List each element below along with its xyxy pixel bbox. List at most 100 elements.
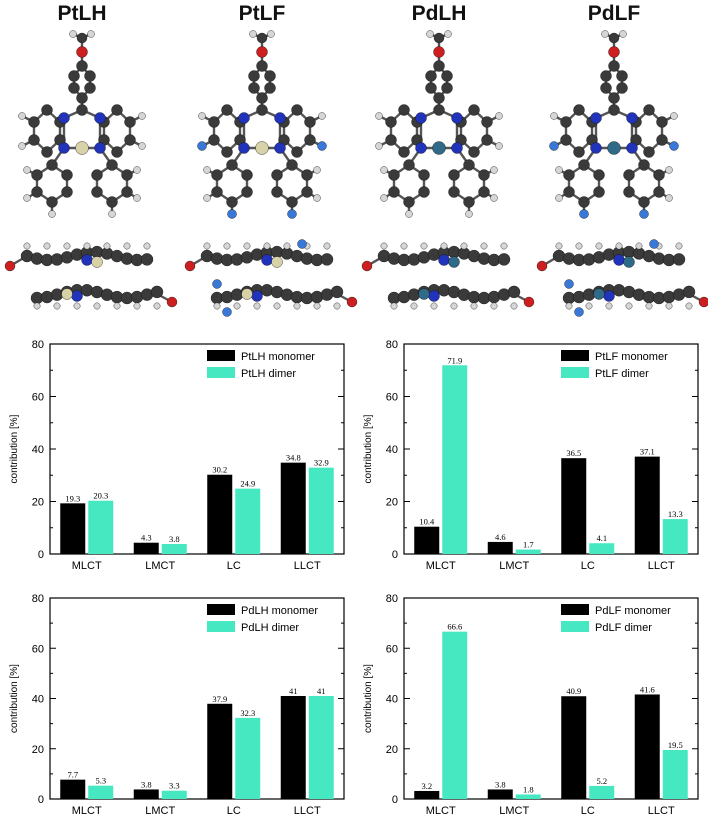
bar-value-label: 20.3	[93, 491, 108, 501]
legend-label: PtLH monomer	[241, 351, 315, 363]
hydrogen-atom	[450, 302, 458, 310]
carbon-atom	[643, 146, 655, 158]
carbon-atom	[463, 196, 475, 208]
carbon-atom	[264, 70, 276, 82]
carbon-atom	[61, 186, 73, 198]
carbon-atom	[656, 134, 668, 146]
dimer-bar	[161, 790, 187, 799]
bar-value-label: 37.9	[212, 694, 227, 704]
hydrogen-atom	[103, 242, 111, 250]
x-tick-label: LLCT	[294, 805, 321, 817]
legend-swatch	[561, 367, 589, 378]
legend-label: PdLH dimer	[241, 622, 299, 634]
carbon-atom	[106, 159, 118, 171]
molecule-side-view	[184, 239, 358, 317]
bar-value-label: 4.6	[495, 532, 506, 542]
fluorine-atom	[212, 279, 222, 289]
dimer-bar	[88, 785, 114, 799]
hydrogen-atom	[465, 210, 473, 218]
carbon-atom	[264, 82, 276, 94]
bar-value-label: 36.5	[566, 448, 581, 458]
legend-label: PtLF dimer	[595, 368, 649, 380]
monomer-bar	[207, 703, 233, 799]
y-tick-label: 40	[386, 444, 398, 456]
hydrogen-atom	[203, 194, 211, 202]
fluorine-atom	[222, 307, 232, 317]
x-tick-label: LC	[227, 805, 241, 817]
monomer-bar	[280, 462, 306, 554]
hydrogen-atom	[253, 302, 261, 310]
carbon-atom	[481, 134, 493, 146]
hydrogen-atom	[380, 166, 388, 174]
legend-label: PtLF monomer	[595, 351, 668, 363]
hydrogen-atom	[23, 166, 31, 174]
legend-label: PdLF monomer	[595, 605, 671, 617]
bar-value-label: 3.2	[421, 781, 432, 791]
hydrogen-atom	[318, 112, 326, 120]
hydrogen-atom	[410, 302, 418, 310]
carbon-atom	[124, 134, 136, 146]
hydrogen-atom	[23, 242, 31, 250]
y-tick-label: 0	[392, 794, 398, 806]
nitrogen-atom	[58, 112, 70, 124]
carbon-atom	[623, 169, 635, 181]
monomer-bar	[487, 789, 513, 799]
chart-ptlf: 0 20 40 60 80 contribution [%] MLCT 10.4 71.9 LMC…	[363, 339, 699, 572]
fluorine-atom	[579, 209, 589, 219]
carbon-atom	[441, 82, 453, 94]
molecule-title-row: PtLH PtLF PdLH PdLF	[0, 0, 708, 32]
fluorine-atom	[197, 141, 207, 151]
fluorine-atom	[549, 141, 559, 151]
hydrogen-atom	[665, 194, 673, 202]
monomer-bar	[207, 474, 233, 554]
monomer-bar	[414, 790, 440, 799]
x-tick-label: LMCT	[499, 805, 529, 817]
hydrogen-atom	[426, 30, 434, 38]
molecule-top-view	[375, 30, 503, 218]
molecule-side-view	[361, 242, 535, 310]
bar-value-label: 1.8	[523, 784, 534, 794]
carbon-atom	[248, 70, 260, 82]
monomer-bar	[60, 503, 86, 554]
carbon-atom	[121, 186, 133, 198]
carbon-atom	[478, 169, 490, 181]
hydrogen-atom	[267, 30, 275, 38]
carbon-atom	[28, 134, 40, 146]
fluorine-atom	[574, 307, 584, 317]
carbon-atom	[638, 196, 650, 208]
carbon-atom	[441, 70, 453, 82]
hydrogen-atom	[490, 194, 498, 202]
carbon-atom	[330, 285, 344, 299]
dimer-bar	[161, 544, 187, 554]
carbon-atom	[301, 169, 313, 181]
y-axis-label: contribution [%]	[363, 664, 374, 733]
y-tick-label: 80	[386, 593, 398, 605]
carbon-atom	[578, 159, 590, 171]
carbon-atom	[91, 186, 103, 198]
hydrogen-atom	[665, 166, 673, 174]
legend-swatch	[561, 621, 589, 632]
hydrogen-atom	[375, 142, 383, 150]
dimer-bar	[589, 785, 615, 799]
carbon-atom	[478, 186, 490, 198]
bar-value-label: 3.8	[141, 779, 152, 789]
oxygen-atom	[4, 260, 16, 272]
nitrogen-atom	[603, 290, 615, 302]
hydrogen-atom	[665, 302, 673, 310]
carbon-atom	[608, 60, 620, 72]
bar-value-label: 3.8	[169, 534, 180, 544]
carbon-atom	[600, 70, 612, 82]
hydrogen-atom	[133, 166, 141, 174]
carbon-atom	[84, 70, 96, 82]
carbon-atom	[226, 159, 238, 171]
hydrogen-atom	[565, 302, 573, 310]
hydrogen-atom	[63, 242, 71, 250]
carbon-atom	[106, 196, 118, 208]
nitrogen-atom	[274, 142, 286, 154]
bar-value-label: 40.9	[566, 686, 581, 696]
hydrogen-atom	[585, 302, 593, 310]
carbon-atom	[76, 60, 88, 72]
bar-value-label: 4.3	[141, 533, 152, 543]
carbon-atom	[448, 169, 460, 181]
y-tick-label: 0	[38, 549, 44, 561]
